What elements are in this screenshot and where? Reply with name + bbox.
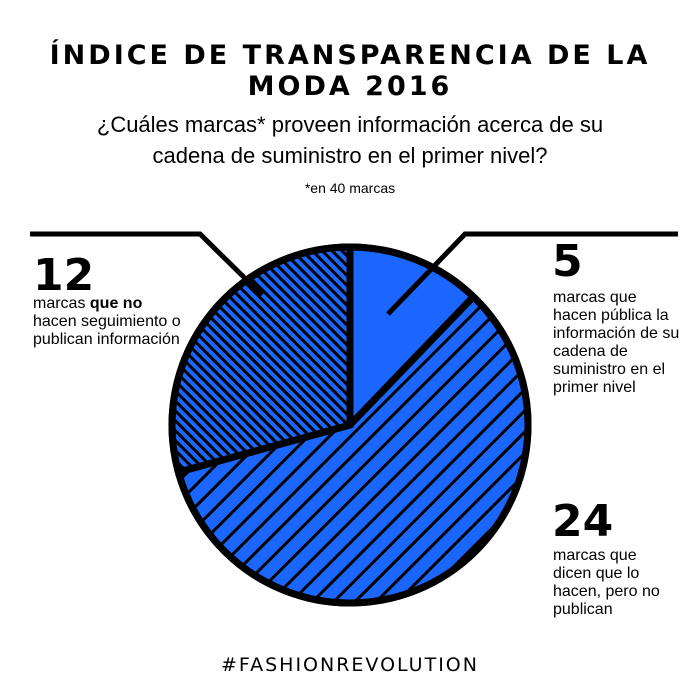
left-slice-label: marcas que no hacen seguimiento o public… — [33, 295, 183, 349]
bottom-right-slice-label: marcas que dicen que lo hacen, pero no p… — [553, 547, 660, 618]
left-slice-label-plain: marcas — [33, 295, 90, 312]
chart-footnote: *en 40 marcas — [304, 180, 396, 196]
leader-line-left — [30, 231, 264, 297]
pie-outline — [168, 243, 532, 607]
chart-subtitle: ¿Cuáles marcas* proveen información acer… — [96, 112, 604, 168]
left-slice-label-bold: que no — [89, 295, 143, 312]
top-right-slice-label: marcas que hacen pública la información … — [553, 289, 680, 396]
left-slice-number: 12 — [33, 250, 95, 301]
chart-title: ÍNDICE DE TRANSPARENCIA DE LA MODA 2016 — [49, 40, 651, 102]
top-right-slice-number: 5 — [552, 236, 583, 287]
footer-hashtag: #FASHIONREVOLUTION — [221, 654, 479, 676]
bottom-right-slice-number: 24 — [552, 496, 614, 547]
leader-line-right — [386, 231, 678, 316]
left-slice-label-rest: hacen seguimiento o publican información — [33, 313, 181, 348]
